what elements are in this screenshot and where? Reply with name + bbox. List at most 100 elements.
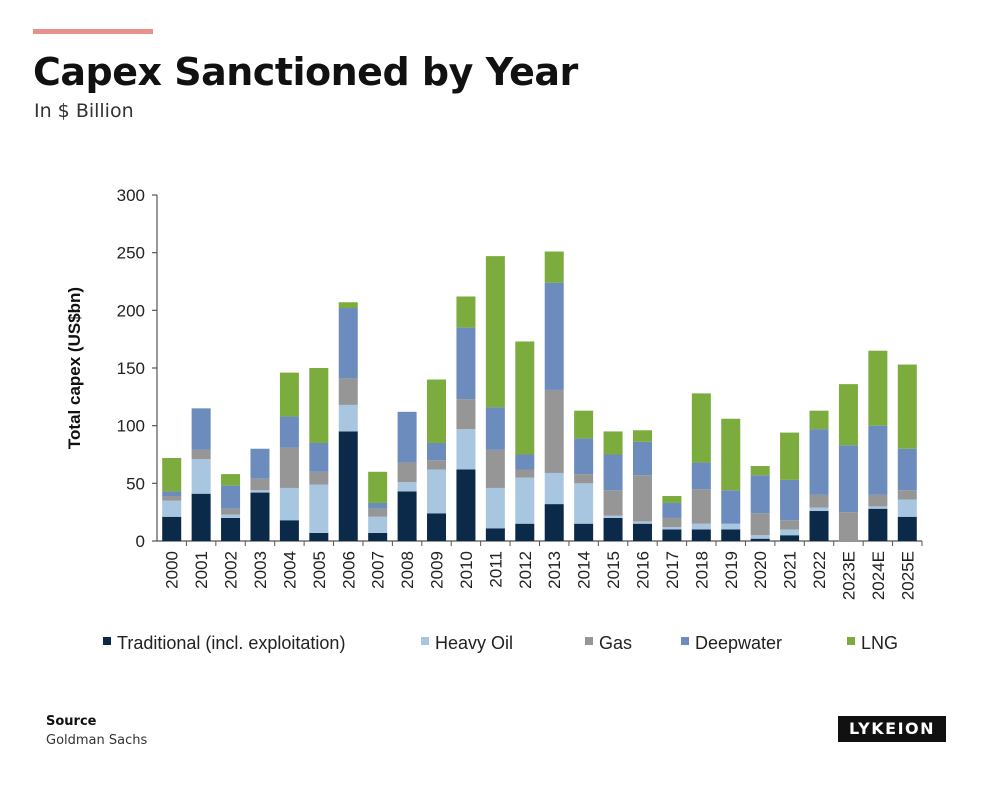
bar-segment-heavy-oil [603, 515, 623, 518]
bar-segment-gas [515, 469, 535, 478]
y-axis-label: Total capex (US$bn) [65, 287, 84, 449]
bar-segment-lng [456, 296, 476, 328]
bar-segment-heavy-oil [809, 507, 829, 512]
x-tick-label: 2011 [486, 551, 505, 588]
bar-segment-gas [427, 460, 447, 470]
bar-segment-traditional [691, 529, 711, 541]
bar-segment-lng [868, 350, 888, 426]
bar-segment-lng [780, 432, 800, 480]
bar-segment-heavy-oil [368, 516, 388, 533]
bar-segment-traditional [221, 517, 241, 541]
bar-segment-traditional [603, 517, 623, 541]
bar-segment-deepwater [780, 479, 800, 521]
bar-segment-deepwater [279, 416, 299, 448]
bar-segment-gas [750, 513, 770, 536]
bar-segment-heavy-oil [279, 487, 299, 521]
bar-segment-heavy-oil [868, 506, 888, 509]
legend-label: LNG [861, 633, 898, 653]
bar-segment-deepwater [691, 462, 711, 490]
bar-segment-lng [838, 384, 858, 446]
bar-segment-deepwater [544, 282, 564, 390]
page-subtitle: In $ Billion [34, 100, 134, 122]
bar-segment-traditional [250, 492, 270, 541]
bar-segment-deepwater [574, 438, 594, 475]
legend-swatch [103, 637, 111, 645]
bar-segment-lng [897, 364, 917, 449]
x-tick-label: 2009 [428, 551, 447, 589]
x-tick-label: 2000 [163, 551, 182, 589]
bar-segment-deepwater [632, 441, 652, 476]
bar-segment-gas [456, 399, 476, 430]
bar-segment-deepwater [485, 407, 505, 450]
legend-label: Gas [599, 633, 632, 653]
bar-segment-gas [809, 494, 829, 508]
bar-segment-lng [603, 431, 623, 455]
y-tick-label: 50 [126, 474, 145, 493]
x-tick-label: 2017 [663, 551, 682, 589]
bar-segment-lng [162, 457, 182, 492]
bar-segment-traditional [368, 532, 388, 541]
bar-segment-traditional [721, 529, 741, 541]
page-title: Capex Sanctioned by Year [33, 50, 578, 94]
bar-segment-gas [632, 475, 652, 522]
bar-segment-deepwater [750, 475, 770, 514]
legend-label: Heavy Oil [435, 633, 513, 653]
bar-segment-deepwater [397, 411, 417, 463]
bar-segment-deepwater [456, 327, 476, 400]
bar-segment-deepwater [250, 448, 270, 479]
bar-segment-heavy-oil [721, 523, 741, 530]
bar-segment-lng [544, 251, 564, 283]
bar-segment-heavy-oil [397, 482, 417, 492]
bar-segment-gas [780, 520, 800, 530]
bar-segment-lng [338, 302, 358, 309]
x-tick-label: 2004 [280, 551, 299, 589]
bar-segment-heavy-oil [750, 535, 770, 539]
bar-segment-traditional [515, 523, 535, 541]
bar-segment-deepwater [868, 425, 888, 495]
x-tick-label: 2014 [575, 551, 594, 589]
bar-segment-heavy-oil [309, 484, 329, 533]
bar-segment-lng [632, 430, 652, 442]
bar-segment-deepwater [309, 442, 329, 472]
bar-segment-traditional [309, 532, 329, 541]
bar-segment-heavy-oil [574, 483, 594, 524]
bar-segment-traditional [397, 491, 417, 541]
x-tick-label: 2001 [192, 551, 211, 589]
legend-swatch [847, 637, 855, 645]
y-tick-label: 300 [117, 186, 145, 205]
x-tick-label: 2010 [457, 551, 476, 589]
x-tick-label: 2006 [339, 551, 358, 589]
bar-segment-gas [397, 462, 417, 483]
bar-segment-traditional [574, 523, 594, 541]
bar-segment-traditional [485, 528, 505, 541]
bar-segment-lng [515, 341, 535, 455]
bar-segment-deepwater [338, 308, 358, 379]
bar-segment-gas [485, 449, 505, 488]
bar-segment-gas [603, 490, 623, 516]
x-tick-label: 2021 [781, 551, 800, 589]
bar-segment-heavy-oil [632, 521, 652, 524]
x-tick-label: 2023E [839, 551, 858, 600]
bar-segment-deepwater [897, 448, 917, 491]
bar-segment-heavy-oil [691, 523, 711, 530]
x-tick-label: 2007 [369, 551, 388, 589]
bar-segment-deepwater [603, 454, 623, 491]
bar-segment-lng [574, 410, 594, 439]
bar-segment-traditional [632, 523, 652, 541]
bar-segment-deepwater [721, 490, 741, 524]
x-tick-label: 2002 [222, 551, 241, 589]
lykeion-logo: LYKEION [838, 716, 946, 742]
bar-segment-gas [338, 378, 358, 405]
x-tick-label: 2003 [251, 551, 270, 589]
bar-segment-heavy-oil [427, 469, 447, 514]
bar-segment-lng [221, 474, 241, 486]
bar-segment-gas [368, 508, 388, 517]
bar-segment-gas [309, 471, 329, 485]
y-tick-label: 250 [117, 244, 145, 263]
bar-segment-lng [809, 410, 829, 430]
bar-segment-traditional [868, 508, 888, 541]
bar-segment-lng [427, 379, 447, 443]
bar-segment-deepwater [515, 454, 535, 470]
bar-segment-heavy-oil [191, 459, 211, 494]
bar-segment-gas [897, 490, 917, 500]
